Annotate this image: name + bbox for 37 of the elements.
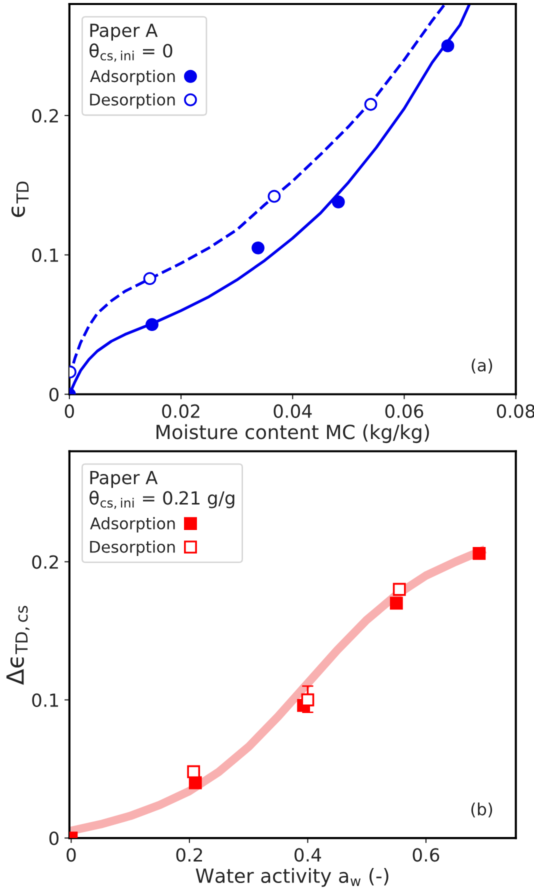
x-tick-label: 0.04 (274, 404, 312, 418)
point (364, 98, 378, 111)
x-tick-label: 0.02 (162, 404, 200, 418)
x-tick-label: 0 (66, 848, 76, 862)
legend-label: Desorption (90, 93, 175, 109)
point (332, 195, 345, 208)
point (441, 39, 454, 52)
annotation: (b) (471, 802, 492, 818)
x-axis-title: Moisture content MC (kg/kg) (156, 424, 429, 444)
point (146, 318, 158, 332)
legend-label: Adsorption (90, 70, 175, 86)
point (472, 546, 486, 560)
y-axis-title: ϵ$_{TD}$ (11, 182, 29, 217)
point (392, 582, 406, 596)
y-tick-label: 0 (49, 831, 58, 846)
y-axis-title: Δϵ$_{TD,cs}$ (6, 606, 30, 685)
point (268, 190, 281, 203)
annotation: (a) (472, 358, 492, 374)
point (301, 693, 314, 706)
x-tick-label: 0.06 (385, 404, 424, 418)
point (252, 241, 264, 254)
y-tick-label: 0.2 (32, 555, 58, 569)
point (390, 596, 403, 610)
x-tick-label: 0.4 (294, 848, 322, 862)
legend-title: Paper A θ$_{cs,ini}$ = 0 (90, 24, 172, 62)
y-tick-label: 0 (49, 388, 58, 402)
x-tick-label: 0.2 (176, 848, 202, 862)
x-tick-label: 0.6 (412, 848, 440, 862)
legend-label: Adsorption (90, 517, 175, 533)
y-tick-label: 0.2 (32, 108, 58, 123)
legend-label: Desorption (90, 540, 175, 556)
x-axis-title: Water activity a$_{w}$ (-) (196, 868, 388, 887)
x-tick-label: 0 (64, 404, 74, 418)
point (143, 272, 156, 286)
y-tick-label: 0.1 (32, 248, 58, 262)
y-tick-label: 0.1 (32, 693, 58, 707)
legend-title: Paper A θ$_{cs,ini}$ = 0.21 g/g (90, 470, 234, 509)
